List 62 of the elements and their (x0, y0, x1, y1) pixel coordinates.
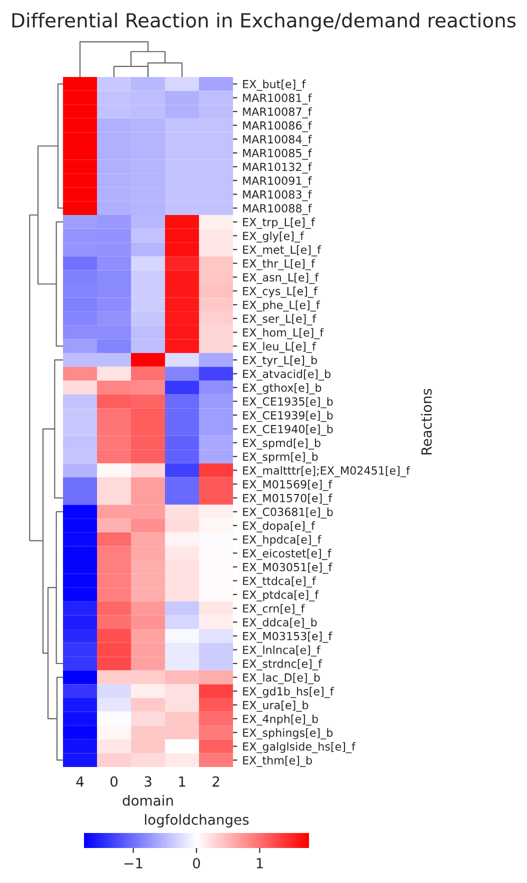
y-tick-label: EX_lac_D[e]_b (243, 673, 320, 684)
y-tick-label: EX_dopa[e]_f (243, 521, 316, 532)
x-tick-label: 1 (179, 776, 186, 787)
y-tick-label: MAR10091_f (243, 176, 312, 188)
y-tick-label: EX_met_L[e]_f (243, 245, 322, 256)
x-tick-label: 2 (212, 776, 220, 787)
y-tick-label: MAR10132_f (243, 162, 312, 174)
y-tick-label: EX_asn_L[e]_f (243, 272, 319, 284)
chart-title: Differential Reaction in Exchange/demand reactions (12, 12, 516, 32)
y-tick-label: EX_M01570[e]_f (243, 494, 332, 505)
color-bar-label: 1 (256, 858, 263, 868)
y-tick-label: EX_ptdca[e]_f (243, 590, 319, 602)
y-tick-label: EX_4nph[e]_b (243, 714, 318, 726)
y-tick-label: EX_leu_L[e]_f (243, 342, 316, 353)
color-bar-label: 0 (192, 858, 200, 868)
y-tick-label: EX_M03051[e]_f (243, 562, 332, 574)
y-tick-label: EX_spmd[e]_b (243, 438, 320, 450)
y-tick-label: EX_ttdca[e]_f (243, 576, 316, 588)
y-tick-label: EX_gd1b_hs[e]_f (243, 686, 334, 698)
y-tick-label: EX_M01569[e]_f (243, 480, 332, 491)
x-axis-title: domain (122, 795, 173, 806)
y-tick-label: EX_strdnc[e]_f (243, 659, 322, 670)
x-tick-label: 0 (110, 776, 118, 787)
y-tick-label: EX_ser_L[e]_f (243, 314, 316, 326)
y-tick-label: EX_C03681[e]_b (243, 507, 333, 519)
y-tick-label: MAR10084_f (243, 134, 312, 146)
y-tick-label: EX_CE1939[e]_b (243, 410, 333, 422)
y-tick-label: EX_sprm[e]_b (243, 452, 318, 464)
y-tick-label: EX_phe_L[e]_f (243, 300, 320, 312)
y-tick-label: EX_M03153[e]_f (243, 632, 332, 643)
y-tick-label: EX_CE1940[e]_b (243, 424, 333, 436)
y-tick-label: EX_thm[e]_b (243, 756, 312, 767)
y-tick-label: MAR10085_f (243, 148, 312, 160)
x-tick-label: 3 (144, 776, 152, 787)
y-tick-label: EX_gthox[e]_b (243, 383, 322, 394)
y-tick-label: EX_cys_L[e]_f (243, 286, 318, 298)
y-axis-title: Reactions (421, 388, 432, 454)
y-tick-label: EX_hpdca[e]_f (243, 535, 322, 546)
y-tick-label: EX_CE1935[e]_b (243, 397, 333, 408)
y-tick-label: MAR10088_f (243, 204, 312, 215)
y-tick-label: EX_maltttr[e];EX_M02451[e]_f (243, 466, 410, 478)
y-tick-label: EX_atvacid[e]_b (243, 369, 331, 381)
y-tick-label: MAR10086_f (243, 121, 312, 132)
y-tick-label: EX_hom_L[e]_f (243, 328, 324, 340)
y-tick-label: EX_tyr_L[e]_b (243, 356, 317, 367)
x-tick-label: 4 (76, 776, 84, 787)
y-tick-label: EX_trp_L[e]_f (243, 218, 316, 229)
y-tick-label: MAR10083_f (243, 190, 312, 202)
color-bar-label: −1 (124, 858, 142, 868)
y-tick-label: EX_crn[e]_f (243, 604, 305, 616)
y-tick-label: MAR10087_f (243, 107, 312, 118)
y-tick-label: EX_sphings[e]_b (243, 728, 333, 740)
y-tick-label: EX_lnlnca[e]_f (243, 645, 321, 657)
y-tick-label: EX_galglside_hs[e]_f (243, 742, 356, 754)
y-tick-label: EX_ura[e]_b (243, 700, 308, 712)
color-bar-title: logfoldchanges (145, 814, 249, 828)
y-tick-label: EX_gly[e]_f (243, 231, 304, 243)
y-tick-label: EX_but[e]_f (243, 80, 306, 91)
y-tick-label: MAR10081_f (243, 93, 312, 105)
y-tick-label: EX_eicostet[e]_f (243, 548, 332, 560)
y-tick-label: EX_ddca[e]_b (243, 618, 317, 629)
y-tick-label: EX_thr_L[e]_f (243, 259, 316, 270)
